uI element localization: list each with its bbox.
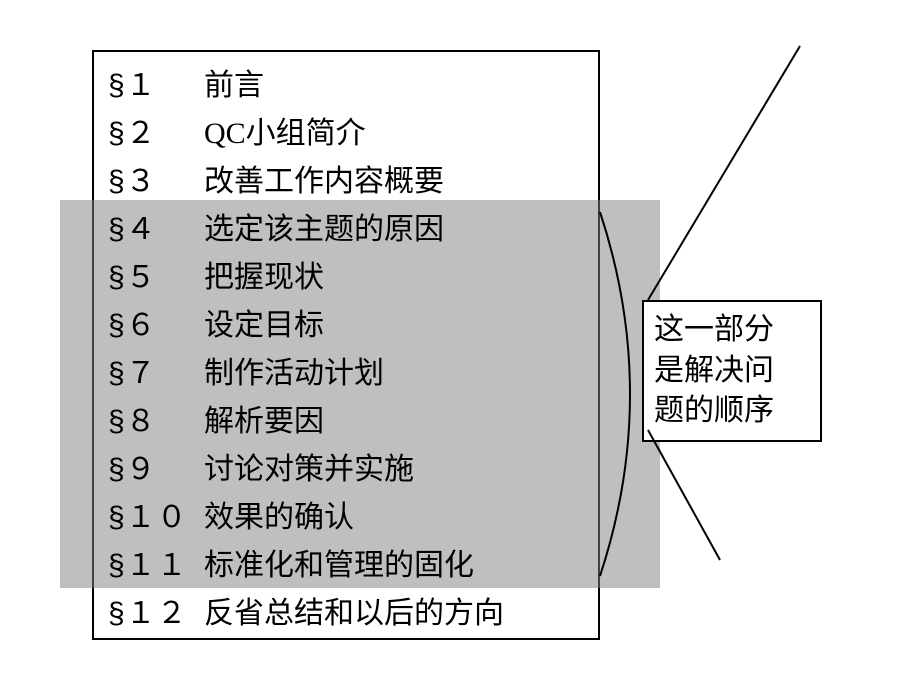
callout-line-2: 是解决问 <box>654 351 810 392</box>
toc-item-num: §１ <box>108 60 204 104</box>
callout-line-3: 题的顺序 <box>654 391 810 432</box>
toc-item-text: 效果的确认 <box>204 492 354 536</box>
callout-line-top <box>648 46 800 300</box>
toc-item-text: 设定目标 <box>204 300 324 344</box>
toc-item-11: §１１标准化和管理的固化 <box>108 540 474 584</box>
toc-item-num: §６ <box>108 300 204 344</box>
toc-item-num: §１１ <box>108 540 204 584</box>
toc-item-text: 前言 <box>204 60 264 104</box>
toc-item-text: QC小组简介 <box>204 108 366 152</box>
toc-item-num: §４ <box>108 204 204 248</box>
toc-item-12: §１２反省总结和以后的方向 <box>108 588 504 632</box>
toc-item-text: 把握现状 <box>204 252 324 296</box>
toc-item-text: 解析要因 <box>204 396 324 440</box>
toc-item-num: §１０ <box>108 492 204 536</box>
toc-item-num: §３ <box>108 156 204 200</box>
toc-item-text: 讨论对策并实施 <box>204 444 414 488</box>
toc-item-3: §３改善工作内容概要 <box>108 156 444 200</box>
toc-item-9: §９讨论对策并实施 <box>108 444 414 488</box>
toc-item-7: §７制作活动计划 <box>108 348 384 392</box>
toc-item-num: §１２ <box>108 588 204 632</box>
toc-item-num: §５ <box>108 252 204 296</box>
toc-item-text: 制作活动计划 <box>204 348 384 392</box>
toc-item-6: §６设定目标 <box>108 300 324 344</box>
toc-item-num: §８ <box>108 396 204 440</box>
toc-item-text: 反省总结和以后的方向 <box>204 588 504 632</box>
callout-box: 这一部分 是解决问 题的顺序 <box>642 300 822 442</box>
toc-item-2: §２QC小组简介 <box>108 108 366 152</box>
toc-item-4: §４选定该主题的原因 <box>108 204 444 248</box>
toc-item-5: §５把握现状 <box>108 252 324 296</box>
toc-item-1: §１前言 <box>108 60 264 104</box>
toc-item-text: 改善工作内容概要 <box>204 156 444 200</box>
toc-item-10: §１０效果的确认 <box>108 492 354 536</box>
toc-item-text: 标准化和管理的固化 <box>204 540 474 584</box>
toc-item-num: §２ <box>108 108 204 152</box>
callout-line-1: 这一部分 <box>654 310 810 351</box>
toc-item-text: 选定该主题的原因 <box>204 204 444 248</box>
toc-item-num: §９ <box>108 444 204 488</box>
toc-item-num: §７ <box>108 348 204 392</box>
toc-item-8: §８解析要因 <box>108 396 324 440</box>
